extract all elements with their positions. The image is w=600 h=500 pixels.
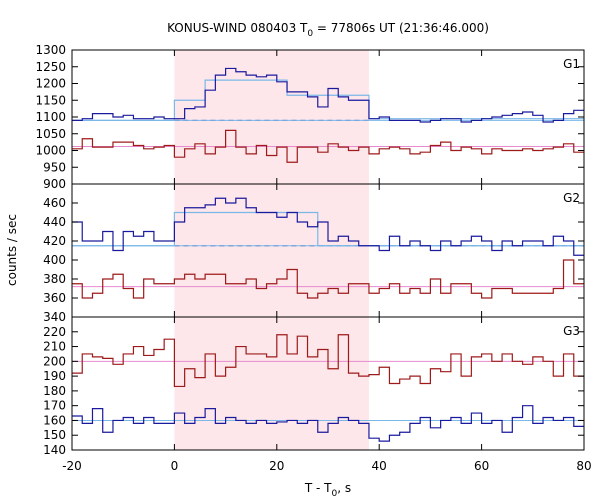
y-tick-label: 400 — [43, 253, 66, 267]
signal-interval-shade — [174, 50, 369, 450]
y-tick-label: 950 — [43, 160, 66, 174]
panel-label: G1 — [563, 57, 580, 71]
y-tick-label: 340 — [43, 310, 66, 324]
y-tick-label: 360 — [43, 291, 66, 305]
y-tick-label: 1000 — [35, 144, 66, 158]
chart-title: KONUS-WIND 080403 T0 = 77806s UT (21:36:… — [167, 21, 489, 39]
y-axis-label: counts / sec — [5, 214, 19, 286]
panel-g1: 900 950 1000 1050 1100 1150 1200 1250 1300 G1 — [35, 43, 585, 191]
x-tick-label: 20 — [269, 459, 284, 473]
y-tick-label: 1200 — [35, 77, 66, 91]
x-tick-label: -20 — [62, 459, 82, 473]
blue-count-series — [72, 67, 584, 123]
blue-count-series — [72, 405, 584, 442]
y-tick-label: 380 — [43, 272, 66, 286]
y-tick-label: 1300 — [35, 43, 66, 57]
y-tick-label: 140 — [43, 443, 66, 457]
x-tick-label: 80 — [576, 459, 591, 473]
x-tick-label: 60 — [474, 459, 489, 473]
panel-label: G3 — [563, 324, 580, 338]
y-tick-label: 200 — [43, 354, 66, 368]
y-tick-label: 220 — [43, 325, 66, 339]
x-tick-label: 40 — [372, 459, 387, 473]
y-tick-label: 160 — [43, 413, 66, 427]
y-tick-label: 1100 — [35, 110, 66, 124]
y-tick-label: 1050 — [35, 127, 66, 141]
panels: 900 950 1000 1050 1100 1150 1200 1250 1300 G1 340 3… — [35, 43, 591, 473]
red-count-series — [72, 129, 584, 163]
panel-frame — [71, 316, 585, 451]
panel-label: G2 — [563, 191, 580, 205]
y-tick-label: 190 — [43, 369, 66, 383]
y-tick-label: 440 — [43, 215, 66, 229]
y-tick-label: 180 — [43, 384, 66, 398]
x-tick-label: 0 — [171, 459, 179, 473]
x-axis-label: T - T0, s — [304, 481, 351, 499]
y-tick-label: 170 — [43, 399, 66, 413]
red-count-series — [72, 259, 584, 299]
red-count-series — [72, 334, 584, 388]
y-tick-label: 420 — [43, 234, 66, 248]
y-tick-label: 1250 — [35, 60, 66, 74]
y-tick-label: 1150 — [35, 93, 66, 107]
y-tick-label: 210 — [43, 340, 66, 354]
y-tick-label: 460 — [43, 196, 66, 210]
blue-count-series — [72, 197, 584, 256]
y-tick-label: 150 — [43, 428, 66, 442]
y-tick-label: 900 — [43, 177, 66, 191]
